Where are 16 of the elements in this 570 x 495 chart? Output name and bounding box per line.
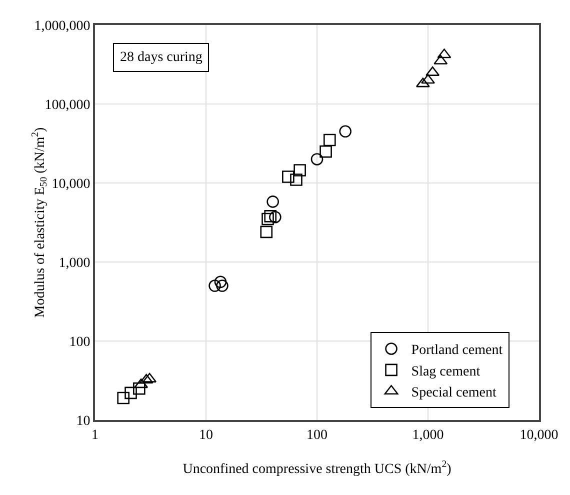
- x-tick-label: 1,000: [412, 428, 444, 443]
- x-tick-label: 1: [92, 428, 98, 443]
- legend-label: Portland cement: [411, 343, 503, 358]
- x-tick-label: 10: [199, 428, 213, 443]
- x-tick-label: 100: [306, 428, 328, 443]
- legend-label: Special cement: [411, 386, 497, 401]
- y-tick-label: 1,000,000: [34, 18, 90, 34]
- y-tick-label: 100: [69, 334, 90, 350]
- y-tick-label: 10: [76, 414, 90, 429]
- x-axis-title: Unconfined compressive strength UCS (kN/m$^{2}$): [182, 459, 452, 477]
- y-tick-label: 10,000: [52, 176, 90, 192]
- y-tick-label: 100,000: [44, 98, 90, 113]
- legend-label: Slag cement: [411, 364, 480, 380]
- y-tick-label: 1,000: [58, 256, 90, 271]
- x-tick-label: 10,000: [520, 428, 558, 443]
- annotation: 28 days curing: [120, 50, 202, 65]
